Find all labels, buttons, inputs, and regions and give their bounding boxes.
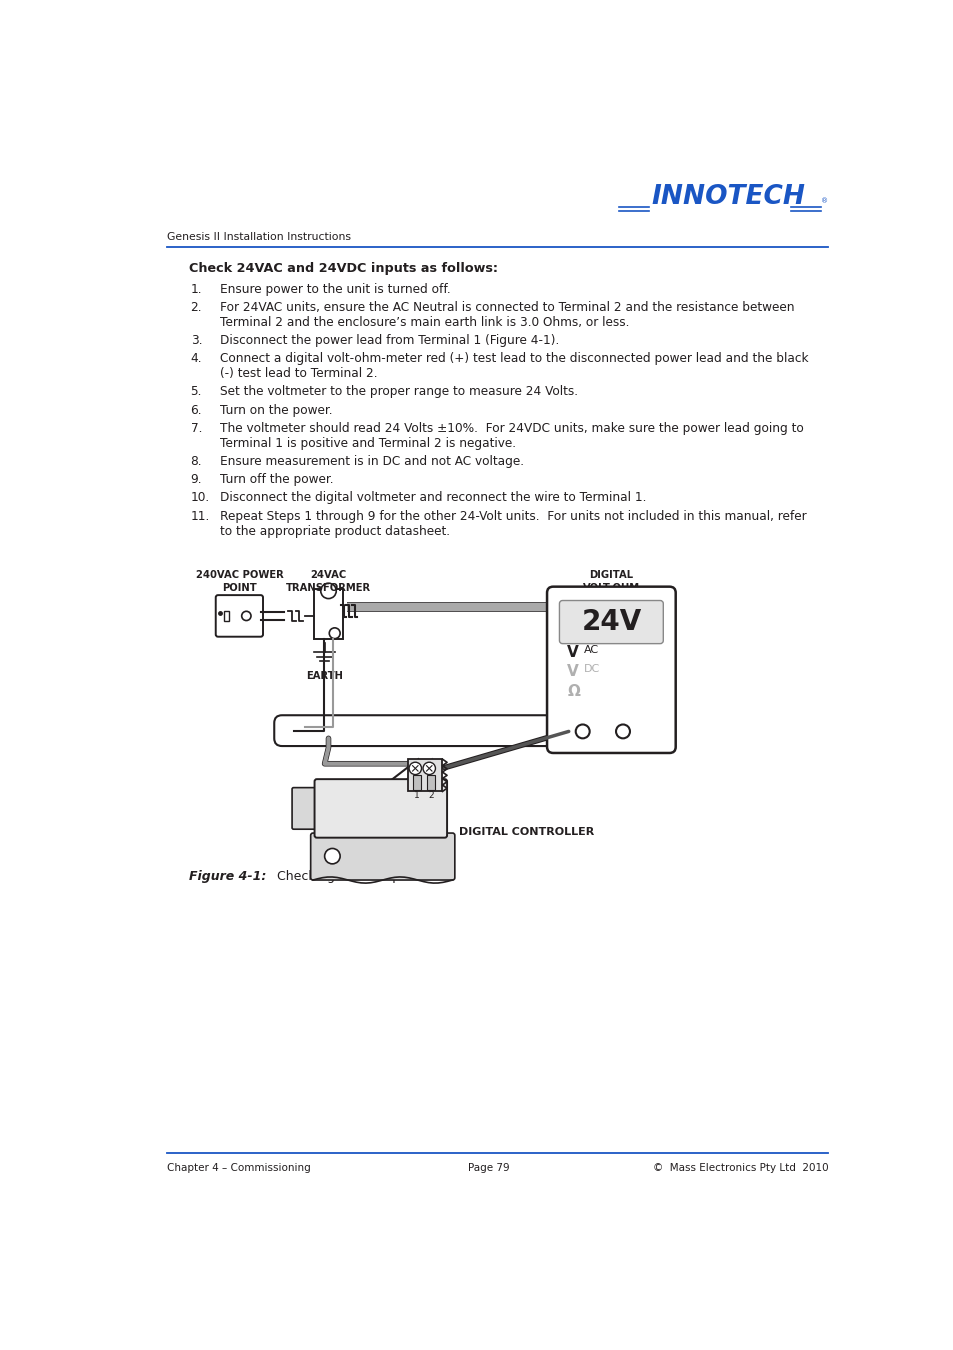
Text: EARTH: EARTH: [306, 671, 343, 680]
Text: DC: DC: [583, 664, 599, 675]
Text: Chapter 4 – Commissioning: Chapter 4 – Commissioning: [167, 1162, 311, 1173]
Text: V: V: [567, 645, 578, 660]
Text: METER: METER: [592, 595, 630, 606]
Text: V: V: [567, 664, 578, 679]
Text: Disconnect the digital voltmeter and reconnect the wire to Terminal 1.: Disconnect the digital voltmeter and rec…: [220, 491, 646, 505]
Text: Ensure measurement is in DC and not AC voltage.: Ensure measurement is in DC and not AC v…: [220, 455, 523, 468]
Text: Repeat Steps 1 through 9 for the other 24-Volt units.  For units not included in: Repeat Steps 1 through 9 for the other 2…: [220, 510, 806, 522]
Text: 2: 2: [428, 791, 434, 799]
FancyBboxPatch shape: [314, 779, 447, 838]
Text: 240VAC POWER: 240VAC POWER: [195, 570, 283, 579]
Text: Ensure power to the unit is turned off.: Ensure power to the unit is turned off.: [220, 284, 450, 296]
Bar: [224, 612, 229, 621]
Text: Turn on the power.: Turn on the power.: [220, 404, 333, 417]
Text: Terminal 1 is positive and Terminal 2 is negative.: Terminal 1 is positive and Terminal 2 is…: [220, 437, 516, 450]
Circle shape: [616, 725, 629, 738]
FancyBboxPatch shape: [546, 587, 675, 753]
Text: 11.: 11.: [191, 510, 210, 522]
Text: Turn off the power.: Turn off the power.: [220, 474, 334, 486]
Text: Set the voltmeter to the proper range to measure 24 Volts.: Set the voltmeter to the proper range to…: [220, 386, 578, 398]
Text: Figure 4-1:: Figure 4-1:: [189, 869, 266, 883]
FancyBboxPatch shape: [292, 787, 322, 829]
Text: (-) test lead to Terminal 2.: (-) test lead to Terminal 2.: [220, 367, 377, 381]
Text: 1.: 1.: [191, 284, 202, 296]
Text: 8.: 8.: [191, 455, 202, 468]
Text: DIGITAL: DIGITAL: [589, 570, 633, 579]
Text: The voltmeter should read 24 Volts ±10%.  For 24VDC units, make sure the power l: The voltmeter should read 24 Volts ±10%.…: [220, 423, 803, 435]
Text: 7.: 7.: [191, 423, 202, 435]
Bar: [413, 775, 420, 790]
Text: VOLT-OHM: VOLT-OHM: [582, 583, 639, 593]
Text: Check 24VAC and 24VDC inputs as follows:: Check 24VAC and 24VDC inputs as follows:: [189, 262, 497, 275]
Text: 4.: 4.: [191, 352, 202, 366]
Circle shape: [409, 763, 421, 775]
Text: AC: AC: [583, 645, 598, 655]
Circle shape: [422, 763, 435, 775]
Text: 1: 1: [414, 791, 419, 799]
Text: DIGITAL CONTROLLER: DIGITAL CONTROLLER: [458, 826, 594, 837]
Text: Checking Power Input: Checking Power Input: [265, 869, 413, 883]
Text: POINT: POINT: [222, 583, 256, 593]
Text: 6.: 6.: [191, 404, 202, 417]
Text: TRANSFORMER: TRANSFORMER: [286, 583, 371, 593]
Text: INNOTECH: INNOTECH: [651, 184, 805, 209]
FancyBboxPatch shape: [311, 833, 455, 880]
Text: For 24VAC units, ensure the AC Neutral is connected to Terminal 2 and the resist: For 24VAC units, ensure the AC Neutral i…: [220, 301, 794, 315]
Text: 2.: 2.: [191, 301, 202, 315]
Text: Ω: Ω: [567, 683, 579, 699]
FancyBboxPatch shape: [274, 716, 669, 747]
FancyBboxPatch shape: [215, 595, 263, 637]
Text: Connect a digital volt-ohm-meter red (+) test lead to the disconnected power lea: Connect a digital volt-ohm-meter red (+)…: [220, 352, 808, 366]
Bar: [408, 759, 442, 791]
FancyBboxPatch shape: [558, 601, 662, 644]
Bar: [314, 590, 343, 640]
Circle shape: [329, 628, 340, 639]
Circle shape: [575, 725, 589, 738]
Text: Genesis II Installation Instructions: Genesis II Installation Instructions: [167, 232, 351, 243]
Text: Disconnect the power lead from Terminal 1 (Figure 4-1).: Disconnect the power lead from Terminal …: [220, 335, 558, 347]
Text: 5.: 5.: [191, 386, 202, 398]
Text: 24V: 24V: [580, 608, 640, 636]
Text: ®: ®: [820, 198, 827, 204]
Text: 3.: 3.: [191, 335, 202, 347]
Text: to the appropriate product datasheet.: to the appropriate product datasheet.: [220, 525, 450, 537]
Text: 10.: 10.: [191, 491, 210, 505]
Circle shape: [320, 583, 335, 598]
Text: 9.: 9.: [191, 474, 202, 486]
Text: 24VAC: 24VAC: [310, 570, 346, 579]
Text: Terminal 2 and the enclosure’s main earth link is 3.0 Ohms, or less.: Terminal 2 and the enclosure’s main eart…: [220, 316, 629, 329]
Circle shape: [324, 848, 340, 864]
Text: ©  Mass Electronics Pty Ltd  2010: © Mass Electronics Pty Ltd 2010: [652, 1162, 827, 1173]
Text: Page 79: Page 79: [468, 1162, 509, 1173]
Circle shape: [241, 612, 251, 621]
Bar: [427, 775, 435, 790]
